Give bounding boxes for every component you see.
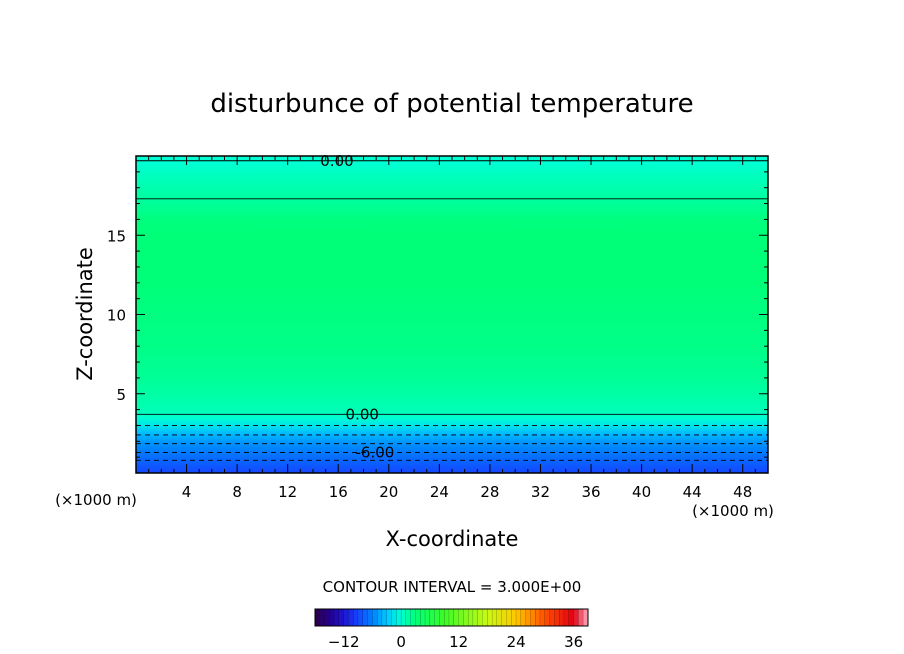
z-unit-label: (×1000 m) [55, 491, 137, 509]
colorbar-cell [506, 609, 512, 626]
colorbar-cell [501, 609, 507, 626]
colorbar-tick-label: 36 [564, 633, 583, 651]
colorbar-cell [439, 609, 445, 626]
colorbar-cell [583, 609, 589, 626]
colorbar-cell [410, 609, 416, 626]
x-tick-label: 48 [733, 483, 752, 501]
colorbar-cell [568, 609, 575, 626]
colorbar-cell [492, 609, 498, 626]
colorbar-cell [377, 609, 383, 626]
colorbar-cell [429, 609, 436, 626]
x-tick-label: 32 [531, 483, 550, 501]
colorbar-cells [315, 609, 589, 626]
y-tick-label: 10 [107, 307, 126, 325]
colorbar-cell [334, 609, 340, 626]
colorbar-cell [386, 609, 393, 626]
x-tick-label: 36 [581, 483, 600, 501]
colorbar-cell [544, 609, 551, 626]
colorbar-cell [473, 609, 479, 626]
y-tick-labels: 5 10 15 [107, 227, 126, 404]
colorbar-cell [468, 609, 474, 626]
colorbar-cell [535, 609, 541, 626]
contour-label: -6.00 [355, 443, 394, 461]
x-axis-label: X-coordinate [386, 527, 519, 551]
colorbar-cell [516, 609, 522, 626]
colorbar-cell [343, 609, 349, 626]
colorbar-cell [482, 609, 488, 626]
colorbar-tick-labels: −12 0 12 24 36 [328, 633, 583, 651]
colorbar-cell [338, 609, 345, 626]
colorbar-cell [573, 609, 579, 626]
colorbar-cell [487, 609, 493, 626]
x-tick-label: 20 [379, 483, 398, 501]
contour-label: 0.00 [346, 405, 379, 423]
colorbar-frame [314, 608, 589, 627]
colorbar-cell [511, 609, 517, 626]
colorbar-cell [372, 609, 378, 626]
colorbar-cell [315, 609, 321, 626]
contour-interval-text: CONTOUR INTERVAL = 3.000E+00 [323, 578, 582, 596]
potential-temperature-field [136, 156, 768, 473]
colorbar-cell [382, 609, 388, 626]
colorbar-cell [420, 609, 426, 626]
colorbar-cell [425, 609, 431, 626]
colorbar-cell [319, 609, 325, 626]
colorbar-cell [415, 609, 421, 626]
colorbar-cell [367, 609, 373, 626]
contour-lines [136, 160, 768, 461]
colorbar-cell [549, 609, 555, 626]
colorbar-cell [564, 609, 570, 626]
colorbar-cell [348, 609, 354, 626]
colorbar-cell [358, 609, 364, 626]
colorbar-cell [520, 609, 527, 626]
colorbar-tick-label: −12 [328, 633, 360, 651]
x-tick-label: 40 [632, 483, 651, 501]
colorbar-cell [540, 609, 546, 626]
x-tick-label: 44 [683, 483, 702, 501]
colorbar: −12 0 12 24 36 [314, 608, 589, 651]
x-tick-label: 16 [329, 483, 348, 501]
colorbar-cell [463, 609, 469, 626]
x-tick-label: 8 [232, 483, 242, 501]
x-tick-label: 12 [278, 483, 297, 501]
plot-area: 0.00 0.00 -6.00 [135, 152, 769, 474]
colorbar-cell [559, 609, 565, 626]
colorbar-cell [329, 609, 335, 626]
y-tick-label: 5 [116, 386, 126, 404]
colorbar-cell [449, 609, 455, 626]
colorbar-cell [453, 609, 460, 626]
colorbar-cell [554, 609, 560, 626]
x-unit-label: (×1000 m) [692, 502, 774, 520]
axis-ticks [136, 156, 768, 473]
colorbar-tick-label: 12 [449, 633, 468, 651]
colorbar-cell [434, 609, 440, 626]
y-tick-label: 15 [107, 227, 126, 245]
x-tick-label: 4 [182, 483, 192, 501]
x-tick-labels: 4 8 12 16 20 24 28 32 36 40 44 48 [182, 483, 752, 501]
colorbar-cell [497, 609, 503, 626]
colorbar-cell [353, 609, 359, 626]
colorbar-cell [578, 609, 584, 626]
colorbar-cell [324, 609, 330, 626]
colorbar-tick-label: 24 [507, 633, 526, 651]
colorbar-cell [458, 609, 464, 626]
colorbar-cell [362, 609, 369, 626]
colorbar-cell [396, 609, 402, 626]
chart-title: disturbunce of potential temperature [210, 89, 693, 119]
colorbar-cell [401, 609, 407, 626]
colorbar-cell [530, 609, 536, 626]
y-axis-label: Z-coordinate [73, 247, 97, 381]
colorbar-cell [525, 609, 531, 626]
contour-label: 0.00 [320, 152, 353, 170]
colorbar-cell [391, 609, 397, 626]
x-tick-label: 28 [480, 483, 499, 501]
colorbar-cell [477, 609, 484, 626]
colorbar-tick-label: 0 [396, 633, 406, 651]
x-tick-label: 24 [430, 483, 449, 501]
colorbar-cell [444, 609, 450, 626]
colorbar-cell [406, 609, 412, 626]
